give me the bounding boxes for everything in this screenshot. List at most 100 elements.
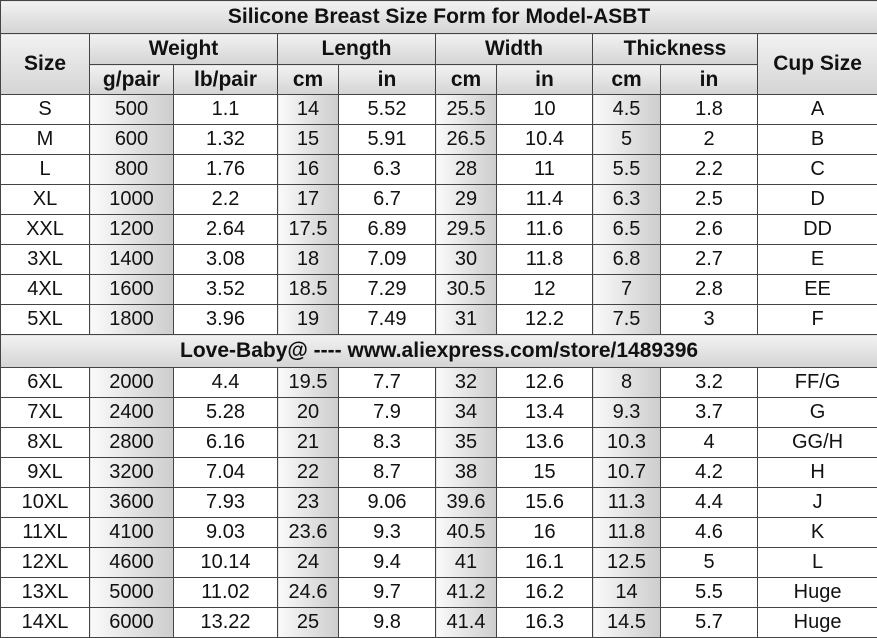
- table-cell: 7.49: [338, 304, 436, 335]
- table-cell: 4.4: [660, 487, 758, 518]
- table-row: 13XL 5000 11.02 24.6 9.7 41.2 16.2 14 5.5 Huge: [0, 577, 877, 608]
- header-cell: Size: [0, 33, 90, 95]
- header-unit: in: [338, 64, 436, 95]
- table-row: Love-Baby@ ---- www.aliexpress.com/store…: [0, 334, 877, 368]
- table-cell: 7.04: [173, 457, 278, 488]
- table-cell: 9.4: [338, 547, 436, 578]
- table-row: Silicone Breast Size Form for Model-ASBT: [0, 0, 877, 34]
- table-cell: 15: [496, 457, 593, 488]
- table-cell: 3.08: [173, 244, 278, 275]
- table-cell: 3.2: [660, 367, 758, 398]
- table-cell: 2.2: [173, 184, 278, 215]
- table-cell: 2800: [89, 427, 174, 458]
- header-unit: g/pair: [89, 64, 174, 95]
- table-cell: 12: [496, 274, 593, 305]
- table-cell: 8: [592, 367, 661, 398]
- table-cell: 5.7: [660, 607, 758, 638]
- table-cell: 2.2: [660, 154, 758, 185]
- table-row: Size Weight Length Width Thickness Cup Size: [0, 33, 877, 95]
- table-cell: 28: [435, 154, 497, 185]
- table-cell: 4: [660, 427, 758, 458]
- table-cell: 17.5: [277, 214, 339, 245]
- table-cell: 11.3: [592, 487, 661, 518]
- table-cell: 2.8: [660, 274, 758, 305]
- table-cell: 16.3: [496, 607, 593, 638]
- header-group: Weight: [89, 33, 278, 65]
- table-cell: 4600: [89, 547, 174, 578]
- table-cell: 19: [277, 304, 339, 335]
- banner: Love-Baby@ ---- www.aliexpress.com/store…: [0, 334, 877, 368]
- table-cell: 1.1: [173, 94, 278, 125]
- table-cell: K: [756, 517, 877, 548]
- table-cell: 16: [277, 154, 339, 185]
- table-cell: G: [756, 397, 877, 428]
- table-cell: S: [0, 94, 90, 125]
- table-cell: 14XL: [0, 607, 90, 638]
- table-cell: 9.3: [338, 517, 436, 548]
- table-cell: XL: [0, 184, 90, 215]
- table-cell: 10: [496, 94, 593, 125]
- table-row: XXL 1200 2.64 17.5 6.89 29.5 11.6 6.5 2.6 DD: [0, 214, 877, 245]
- table-cell: 7.5: [592, 304, 661, 335]
- table-row: L 800 1.76 16 6.3 28 11 5.5 2.2 C: [0, 154, 877, 185]
- table-cell: 12XL: [0, 547, 90, 578]
- table-cell: 9.7: [338, 577, 436, 608]
- table-row: 11XL 4100 9.03 23.6 9.3 40.5 16 11.8 4.6 K: [0, 517, 877, 548]
- table-cell: 6.7: [338, 184, 436, 215]
- table-cell: 5.52: [338, 94, 436, 125]
- table-cell: 5.28: [173, 397, 278, 428]
- table-cell: 1.8: [660, 94, 758, 125]
- table-cell: 29: [435, 184, 497, 215]
- table-cell: 10XL: [0, 487, 90, 518]
- table-cell: 8.3: [338, 427, 436, 458]
- table-cell: 14.5: [592, 607, 661, 638]
- table-cell: 29.5: [435, 214, 497, 245]
- table-cell: 7.29: [338, 274, 436, 305]
- table-cell: 10.14: [173, 547, 278, 578]
- table-cell: 8XL: [0, 427, 90, 458]
- header-unit: cm: [277, 64, 339, 95]
- table-cell: L: [756, 547, 877, 578]
- table-cell: 31: [435, 304, 497, 335]
- table-row: 8XL 2800 6.16 21 8.3 35 13.6 10.3 4 GG/H: [0, 427, 877, 458]
- table-cell: 5.5: [660, 577, 758, 608]
- header-group: Width: [435, 33, 593, 65]
- table-cell: 11.4: [496, 184, 593, 215]
- table-cell: 3: [660, 304, 758, 335]
- table-row: 7XL 2400 5.28 20 7.9 34 13.4 9.3 3.7 G: [0, 397, 877, 428]
- table-cell: 6000: [89, 607, 174, 638]
- table-cell: 35: [435, 427, 497, 458]
- table-cell: 25: [277, 607, 339, 638]
- table-row: 3XL 1400 3.08 18 7.09 30 11.8 6.8 2.7 E: [0, 244, 877, 275]
- table-cell: 9.06: [338, 487, 436, 518]
- table-cell: 20: [277, 397, 339, 428]
- table-cell: 16: [496, 517, 593, 548]
- header-group: Thickness: [592, 33, 758, 65]
- table-cell: 18: [277, 244, 339, 275]
- table-cell: 10.4: [496, 124, 593, 155]
- table-cell: 7.9: [338, 397, 436, 428]
- table-cell: GG/H: [756, 427, 877, 458]
- table-cell: 7.93: [173, 487, 278, 518]
- table-cell: 2: [660, 124, 758, 155]
- table-cell: D: [756, 184, 877, 215]
- table-cell: 38: [435, 457, 497, 488]
- table-cell: 4.2: [660, 457, 758, 488]
- table-cell: C: [756, 154, 877, 185]
- table-cell: 30: [435, 244, 497, 275]
- table-cell: 1.32: [173, 124, 278, 155]
- table-cell: 14: [592, 577, 661, 608]
- table-cell: J: [756, 487, 877, 518]
- header-cell: Cup Size: [756, 33, 877, 95]
- table-cell: 11XL: [0, 517, 90, 548]
- table-cell: 4100: [89, 517, 174, 548]
- table-cell: 13XL: [0, 577, 90, 608]
- table-row: 9XL 3200 7.04 22 8.7 38 15 10.7 4.2 H: [0, 457, 877, 488]
- table-cell: 32: [435, 367, 497, 398]
- table-row: 12XL 4600 10.14 24 9.4 41 16.1 12.5 5 L: [0, 547, 877, 578]
- table-cell: 5.91: [338, 124, 436, 155]
- table-cell: XXL: [0, 214, 90, 245]
- header-unit: in: [660, 64, 758, 95]
